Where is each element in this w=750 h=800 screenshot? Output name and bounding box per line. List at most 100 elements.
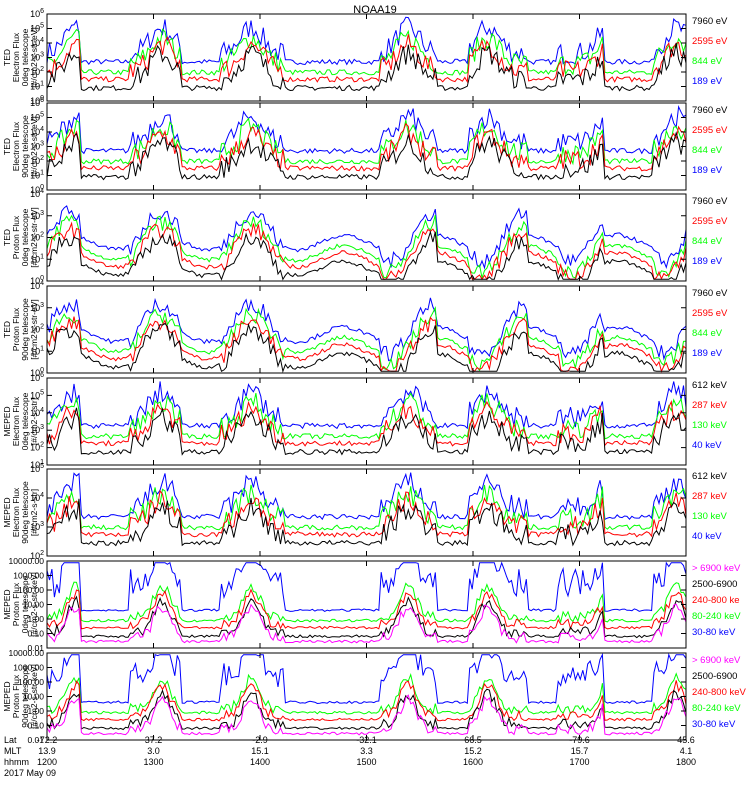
series-blue-line <box>46 205 687 270</box>
legend-magenta: > 6900 keV <box>692 563 741 574</box>
y-tick-label: 103 <box>30 210 44 221</box>
y-tick-label: 0.01 <box>27 643 44 653</box>
y-axis-label: TEDElectron Flux0deg telescope[#/cm2-s-s… <box>2 27 39 87</box>
y-axis-label: MEPEDProton Flux90deg telescope[#/cm2-s-… <box>2 664 39 729</box>
x-row-value: 15.1 <box>251 746 269 756</box>
panel-6: 105 104 103 102 MEPEDElectron Flux90deg tele… <box>2 463 728 561</box>
x-row-value: 4.1 <box>680 746 693 756</box>
x-row-label: Lat <box>4 735 17 745</box>
y-tick-label: 101 <box>30 81 44 92</box>
series-black-line <box>46 42 687 92</box>
series-magenta-line <box>46 603 687 644</box>
y-tick-label: 103 <box>30 141 44 152</box>
panel-frame <box>46 193 687 282</box>
y-tick-label: 103 <box>30 52 44 63</box>
series-black-line <box>46 497 687 547</box>
legend-black: 612 keV <box>692 471 728 482</box>
y-tick-label: 106 <box>30 97 44 108</box>
series-green-line <box>46 484 687 531</box>
legend-magenta: > 6900 keV <box>692 655 741 666</box>
y-tick-label: 102 <box>30 324 44 335</box>
y-tick-label: 104 <box>30 126 44 137</box>
y-axis-label: TEDProton Flux0deg telescope[#/cm2-s-str… <box>2 207 39 267</box>
legend-red: 2595 eV <box>692 125 728 136</box>
x-row-value: 1500 <box>356 757 376 767</box>
x-row-value: 1200 <box>37 757 57 767</box>
legend-blue: 30-80 keV <box>692 627 736 638</box>
series-black-line <box>46 131 687 181</box>
series-black-line <box>46 230 687 281</box>
y-tick-label: 104 <box>30 37 44 48</box>
series-blue-line <box>46 297 687 362</box>
series-green-line <box>46 305 687 372</box>
series-green-line <box>46 581 687 624</box>
x-row-value: -32.1 <box>356 735 377 745</box>
x-row-value: 1400 <box>250 757 270 767</box>
y-axis-label: MEPEDProton Flux0deg telescope[#/cm2-s-s… <box>2 572 39 637</box>
y-tick-label: 10.00 <box>23 692 45 702</box>
legend-red: 2595 eV <box>692 216 728 227</box>
legend-blue: 189 eV <box>692 348 723 359</box>
legend-blue: 40 keV <box>692 531 722 542</box>
y-tick-label: 105 <box>30 112 44 123</box>
x-row-value: 3.3 <box>360 746 373 756</box>
legend-red: 240-800 keV <box>692 687 747 698</box>
y-tick-label: 0.01 <box>27 735 44 745</box>
y-tick-label: 0.10 <box>27 721 44 731</box>
x-row-value: -79.6 <box>569 735 590 745</box>
y-tick-label: 102 <box>30 550 44 561</box>
y-tick-label: 101 <box>30 345 44 356</box>
legend-blue: 189 eV <box>692 76 723 87</box>
x-row-value: 45.6 <box>677 735 695 745</box>
x-row-value: 66.5 <box>464 735 482 745</box>
y-tick-label: 1000.00 <box>13 571 44 581</box>
series-red-line <box>46 400 687 447</box>
x-row-value: 1800 <box>676 757 696 767</box>
y-tick-label: 101 <box>30 253 44 264</box>
series-red-line <box>46 122 687 172</box>
y-tick-label: 103 <box>30 521 44 532</box>
legend-blue: 30-80 keV <box>692 719 736 730</box>
series-red-line <box>46 316 687 373</box>
x-row-value: 15.7 <box>571 746 589 756</box>
panel-1: 106 105 104 103 102 101 100 TEDElectron Flux0de… <box>2 8 728 106</box>
legend-green: 80-240 keV <box>692 703 741 714</box>
legend-black: 7960 eV <box>692 196 728 207</box>
x-row-value: 13.9 <box>38 746 56 756</box>
y-tick-label: 102 <box>30 66 44 77</box>
x-row-value: -2.9 <box>252 735 268 745</box>
y-tick-label: 105 <box>30 23 44 34</box>
y-tick-label: 101 <box>30 459 44 470</box>
y-axis-label: TEDElectron Flux90deg telescope[#/cm2-s-… <box>2 115 39 178</box>
series-magenta-line <box>46 694 687 736</box>
legend-black: 612 keV <box>692 380 728 391</box>
y-tick-label: 103 <box>30 302 44 313</box>
series-blue-line <box>46 652 687 705</box>
panel-3: 104 103 102 101 100 TEDProton Flux0deg telesc… <box>2 188 728 286</box>
x-axis-labels: Lat -72.2 37.2 -2.9 -32.1 66.5 -79.6 45.6 MLT 13.… <box>4 735 696 778</box>
x-row-value: 1300 <box>143 757 163 767</box>
y-tick-label: 10000.00 <box>9 648 45 658</box>
legend-black: 2500-6900 <box>692 579 737 590</box>
panel-8: 10000.00 1000.00 100.00 10.00 1.00 0.10 0.01 ME… <box>2 648 747 745</box>
series-blue-line <box>46 561 687 613</box>
series-green-line <box>46 117 687 166</box>
legend-black: 7960 eV <box>692 105 728 116</box>
series-green-line <box>46 672 687 716</box>
y-tick-label: 100 <box>30 275 44 286</box>
legend-green: 130 keV <box>692 420 728 431</box>
y-tick-label: 102 <box>30 232 44 243</box>
legend-green: 130 keV <box>692 511 728 522</box>
y-tick-label: 100.00 <box>18 677 44 687</box>
x-row-label: hhmm <box>4 757 29 767</box>
y-tick-label: 104 <box>30 188 44 199</box>
series-green-line <box>46 28 687 76</box>
y-tick-label: 0.10 <box>27 629 44 639</box>
y-tick-label: 104 <box>30 492 44 503</box>
y-tick-label: 1000.00 <box>13 663 44 673</box>
series-black-line <box>46 688 687 731</box>
series-red-line <box>46 588 687 631</box>
y-tick-label: 1.00 <box>27 614 44 624</box>
panels-group: 106 105 104 103 102 101 100 TEDElectron Flux0de… <box>2 8 747 745</box>
y-tick-label: 100 <box>30 184 44 195</box>
